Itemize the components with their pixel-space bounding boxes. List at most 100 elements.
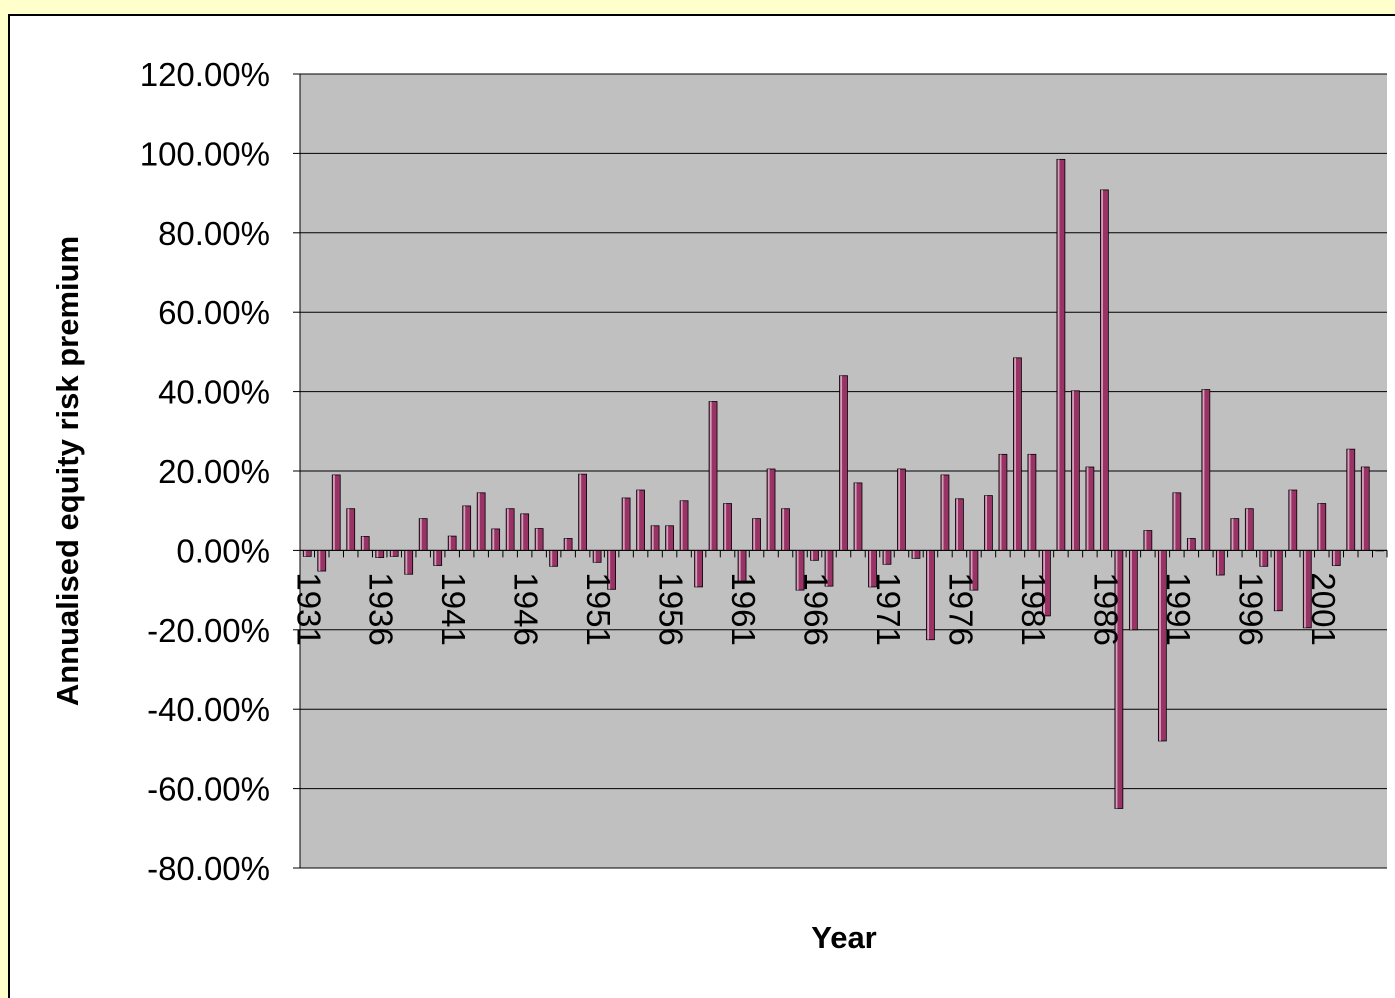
bar-highlight [637,490,640,551]
x-tick-label: 1946 [508,572,545,645]
x-tick-label: 1991 [1160,572,1197,645]
x-tick-label: 1966 [798,572,835,645]
bar-highlight [956,498,959,551]
bar-highlight [854,482,857,551]
gridlines [300,73,1387,869]
bar-highlight [1101,189,1103,551]
x-tick-label: 2001 [1305,572,1342,645]
y-tick-label: 80.00% [158,215,270,252]
x-tick-label: 1951 [580,572,617,645]
bar-highlight [391,550,393,557]
bar-highlight [550,550,553,567]
x-tick-label: 1996 [1232,572,1269,645]
bar-highlight [999,454,1002,551]
bar-highlight [840,375,843,551]
bar-highlight [434,550,437,566]
x-tick-label: 1976 [942,572,979,645]
bar-highlight [1159,550,1161,741]
bar-highlight [695,550,698,587]
y-tick-label: -80.00% [147,850,270,887]
bar-highlight [304,550,306,557]
bar-highlight [1333,550,1335,566]
y-tick-label: 0.00% [176,532,270,569]
bar-highlight [970,550,973,591]
bar-chart: 120.00% 100.00% 80.00% 60.00% 40.00% 20.00% 0.… [50,56,1388,955]
bar-highlight [420,518,422,551]
x-tick-label: 1986 [1087,572,1124,645]
bar-highlight [767,469,770,551]
bar-highlight [1318,503,1321,551]
bar-highlight [724,503,727,551]
bar-highlight [1057,159,1060,551]
bar-highlight [680,500,683,551]
x-tick-label: 1936 [363,572,400,645]
bar-highlight [492,528,495,551]
bar-highlight [448,536,451,551]
bar-highlight [738,550,741,583]
x-tick-label: 1941 [435,572,472,645]
y-tick-label: -40.00% [147,691,270,728]
y-tick-label: 100.00% [140,135,270,172]
x-tick-label: 1931 [290,572,327,645]
x-tick-label: 1956 [653,572,690,645]
x-axis-labels: 1931 1936 1941 1946 1951 1956 1961 1966 1971 1976… [290,572,1342,645]
bar-highlight [1086,467,1089,551]
bar-highlight [782,508,785,551]
bar-highlight [362,536,364,551]
bar-highlight [1014,357,1016,551]
bar-highlight [709,401,712,551]
bar-highlight [1188,538,1190,551]
bar-highlight [405,550,408,575]
bar-highlight [535,528,538,551]
x-tick-label: 1981 [1015,572,1052,645]
chart-frame: 120.00% 100.00% 80.00% 60.00% 40.00% 20.00% 0.… [8,14,1395,998]
x-tick-label: 1961 [725,572,762,645]
bar-highlight [1144,530,1147,551]
y-axis-labels: 120.00% 100.00% 80.00% 60.00% 40.00% 20.00% 0.… [140,56,270,887]
bar-highlight [1130,550,1132,630]
bar-highlight [593,550,596,563]
y-tick-label: 120.00% [140,56,270,93]
bar-highlight [1362,467,1364,551]
y-tick-label: -60.00% [147,771,270,808]
bar-highlight [376,550,379,558]
bar-highlight [463,505,466,551]
y-axis-ticks [293,73,300,869]
bar-highlight [1217,550,1219,576]
bar-highlight [333,474,335,551]
bar-highlight [1043,550,1045,616]
bar-highlight [753,518,756,551]
bar-highlight [506,508,509,551]
x-axis-ticks [299,550,1388,558]
y-axis-title: Annualised equity risk premium [50,236,85,706]
bar-highlight [1304,550,1306,628]
bar-highlight [1347,449,1350,551]
y-tick-label: -20.00% [147,612,270,649]
bar-highlight [579,474,582,551]
bar-highlight [1173,492,1176,551]
bar-highlight [666,525,669,551]
bar-highlight [521,513,524,551]
bar-highlight [564,538,567,551]
bar-highlight [941,474,944,551]
bar-highlight [1260,550,1263,567]
bar-highlight [1202,389,1205,551]
bar-highlight [985,495,987,551]
bar-highlight [811,550,814,561]
bar-highlight [912,550,915,559]
y-tick-label: 20.00% [158,453,270,490]
bar-highlight [1115,550,1118,809]
bar-highlight [898,469,901,551]
bar-highlight [825,550,828,587]
bar-highlight [347,508,350,551]
bar-highlight [1275,550,1277,611]
y-tick-label: 60.00% [158,294,270,331]
bar-highlight [796,550,799,591]
bars [302,158,1385,809]
y-tick-label: 40.00% [158,374,270,411]
bar-highlight [622,498,625,551]
bar-highlight [927,550,930,640]
x-tick-label: 1971 [870,572,907,645]
bar-highlight [1028,454,1031,551]
bar-highlight [608,550,611,590]
